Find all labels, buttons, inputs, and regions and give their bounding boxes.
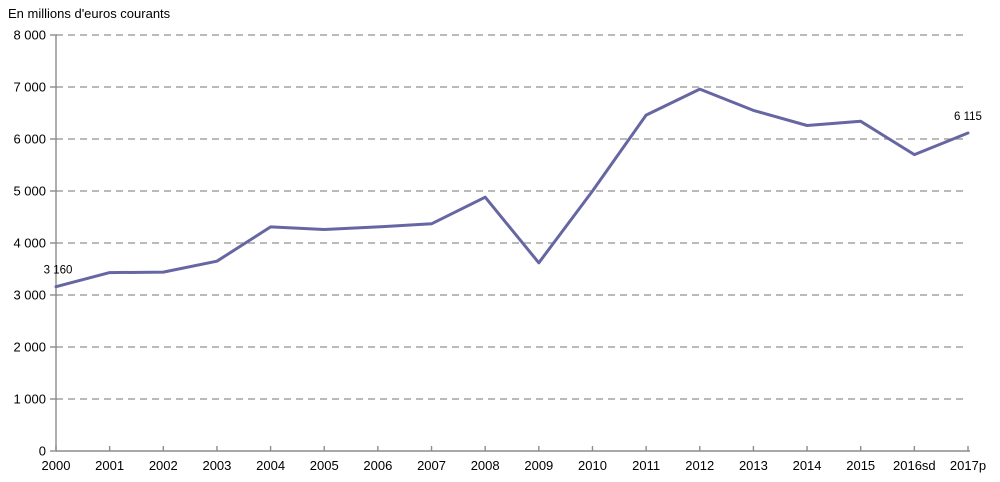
x-axis-label: 2014 — [793, 458, 822, 473]
y-axis-label: 1 000 — [13, 392, 46, 407]
x-axis-label: 2010 — [578, 458, 607, 473]
x-axis-label: 2016sd — [893, 458, 936, 473]
y-axis-label: 8 000 — [13, 28, 46, 43]
y-axis-label: 2 000 — [13, 340, 46, 355]
y-axis-label: 4 000 — [13, 236, 46, 251]
x-axis-label: 2008 — [471, 458, 500, 473]
x-axis-label: 2009 — [524, 458, 553, 473]
x-axis-label: 2013 — [739, 458, 768, 473]
x-axis-label: 2015 — [846, 458, 875, 473]
x-axis-label: 2001 — [95, 458, 124, 473]
y-axis-label: 3 000 — [13, 288, 46, 303]
y-axis-label: 7 000 — [13, 80, 46, 95]
x-axis-label: 2012 — [685, 458, 714, 473]
y-axis-label: 5 000 — [13, 184, 46, 199]
y-axis-label: 6 000 — [13, 132, 46, 147]
y-axis-label: 0 — [39, 444, 46, 459]
x-axis-label: 2003 — [202, 458, 231, 473]
x-axis-label: 2011 — [632, 458, 660, 473]
x-axis-label: 2000 — [42, 458, 71, 473]
data-series-line — [54, 87, 970, 289]
x-axis-label: 2002 — [149, 458, 178, 473]
x-axis-label: 2007 — [417, 458, 446, 473]
chart-title: En millions d'euros courants — [8, 6, 171, 21]
x-axis-label: 2004 — [256, 458, 285, 473]
data-point-label: 3 160 — [44, 265, 73, 277]
data-point-label: 6 115 — [954, 111, 982, 123]
x-axis-label: 2006 — [363, 458, 392, 473]
x-axis-label: 2017p — [950, 458, 986, 473]
x-axis-label: 2005 — [310, 458, 339, 473]
